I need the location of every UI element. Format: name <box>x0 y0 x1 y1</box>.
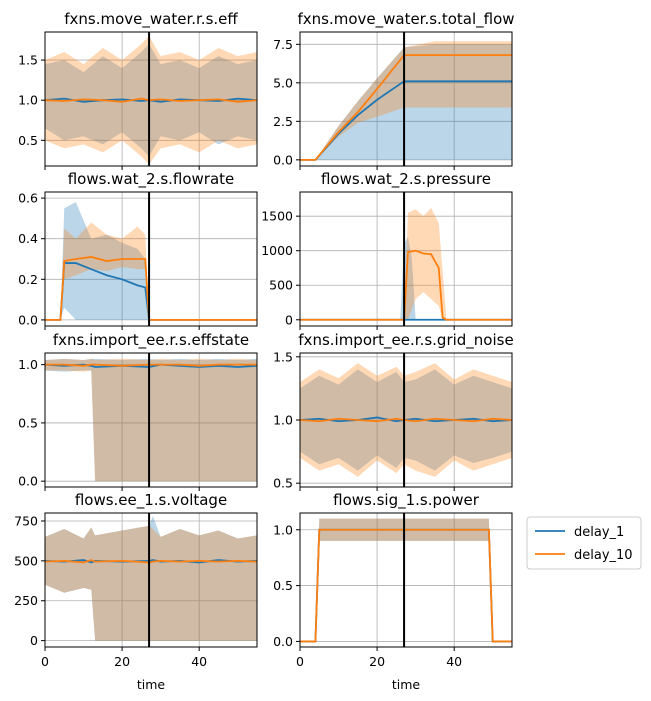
band-delay-1 <box>45 516 257 641</box>
legend-frame <box>526 516 642 570</box>
band-delay-1 <box>300 44 512 160</box>
y-tick-label: 0.4 <box>18 231 38 246</box>
series-line-delay-1 <box>45 559 257 564</box>
y-tick-label: 500 <box>269 278 293 293</box>
axes-frame <box>44 191 258 327</box>
series-line-delay-10 <box>300 54 512 161</box>
y-tick-label: 1500 <box>261 209 293 224</box>
axes-frame <box>299 512 513 648</box>
series-line-delay-10 <box>45 559 257 564</box>
legend-label-delay-1: delay_1 <box>574 525 624 540</box>
axes-frame <box>44 31 258 167</box>
x-tick-label: 20 <box>369 654 385 669</box>
band-delay-10 <box>300 41 512 160</box>
y-tick-label: 1.0 <box>18 357 38 372</box>
x-tick-label: 0 <box>41 654 49 669</box>
plot-area <box>45 516 257 641</box>
y-tick-label: 5.0 <box>273 75 293 90</box>
axes-frame <box>44 512 258 648</box>
subplot-title: flows.wat_2.s.flowrate <box>68 170 235 189</box>
y-tick-label: 0 <box>30 633 38 648</box>
band-delay-10 <box>45 358 257 482</box>
y-tick-label: 1.0 <box>273 522 293 537</box>
plot-area <box>300 363 512 477</box>
y-tick-label: 0.0 <box>273 634 293 649</box>
plot-area <box>45 358 257 482</box>
plot-area <box>45 36 257 165</box>
y-tick-label: 0.2 <box>18 272 38 287</box>
y-tick-label: 0.5 <box>273 476 293 491</box>
x-tick-label: 20 <box>114 654 130 669</box>
axes-frame <box>299 31 513 167</box>
plot-area <box>45 202 257 321</box>
band-delay-1 <box>45 202 257 320</box>
subplot-5: 0.0 0.5 1.0 fxns.import_ee.r.s.effstate <box>18 331 258 491</box>
y-tick-label: 1.5 <box>18 53 38 68</box>
subplot-1: 0.5 1.0 1.5 fxns.move_water.r.s.eff <box>18 10 258 170</box>
subplot-title: fxns.import_ee.r.s.grid_noise <box>298 331 513 350</box>
subplot-title: flows.wat_2.s.pressure <box>321 170 491 189</box>
subplot-grid: 0.5 1.0 1.5 fxns.move_water.r.s.eff 0.0 2.5 5.… <box>14 10 514 692</box>
band-delay-10 <box>300 518 512 642</box>
legend-label-delay-10: delay_10 <box>574 548 633 563</box>
y-tick-label: 0 <box>285 312 293 327</box>
y-tick-label: 0.5 <box>18 415 38 430</box>
subplot-title: flows.sig_1.s.power <box>333 491 480 510</box>
y-tick-label: 1.0 <box>18 93 38 108</box>
y-tick-label: 0.5 <box>273 578 293 593</box>
y-tick-label: 0.5 <box>18 133 38 148</box>
subplot-title: fxns.move_water.s.total_flow <box>297 10 514 29</box>
y-tick-label: 1000 <box>261 243 293 258</box>
subplot-3: 0.0 0.2 0.4 0.6 flows.wat_2.s.flowrate <box>18 170 258 330</box>
band-delay-1 <box>300 518 512 642</box>
subplot-4: 0 500 1000 1500 flows.wat_2.s.pressure <box>261 170 513 330</box>
band-delay-10 <box>45 222 257 320</box>
plot-area <box>300 41 512 161</box>
y-tick-label: 1.0 <box>273 413 293 428</box>
y-tick-label: 2.5 <box>273 114 293 129</box>
x-tick-label: 0 <box>296 654 304 669</box>
band-delay-10 <box>45 525 257 641</box>
plot-area <box>300 207 512 321</box>
subplot-title: fxns.import_ee.r.s.effstate <box>53 331 249 350</box>
series-line-delay-10 <box>300 249 512 321</box>
y-tick-label: 250 <box>14 593 38 608</box>
subplot-title: flows.ee_1.s.voltage <box>75 491 227 510</box>
subplot-title: fxns.move_water.r.s.eff <box>64 10 238 29</box>
axes-frame <box>44 352 258 488</box>
legend: delay_1 delay_10 <box>526 516 642 570</box>
y-tick-label: 0.0 <box>273 152 293 167</box>
x-axis-label: time <box>137 677 166 692</box>
axes-frame <box>299 191 513 327</box>
plot-area <box>300 518 512 643</box>
x-tick-label: 40 <box>191 654 207 669</box>
y-tick-label: 0.6 <box>18 191 38 206</box>
y-tick-label: 500 <box>14 553 38 568</box>
subplot-6: 0.5 1.0 1.5 fxns.import_ee.r.s.grid_noise <box>273 331 514 491</box>
y-tick-label: 7.5 <box>273 37 293 52</box>
x-tick-label: 40 <box>446 654 462 669</box>
y-tick-label: 0.0 <box>18 474 38 489</box>
band-delay-1 <box>45 358 257 482</box>
y-tick-label: 0.0 <box>18 312 38 327</box>
subplot-2: 0.0 2.5 5.0 7.5 fxns.move_water.s.total_flow <box>273 10 515 170</box>
y-tick-label: 1.5 <box>273 349 293 364</box>
y-tick-label: 750 <box>14 513 38 528</box>
x-axis-label: time <box>392 677 421 692</box>
